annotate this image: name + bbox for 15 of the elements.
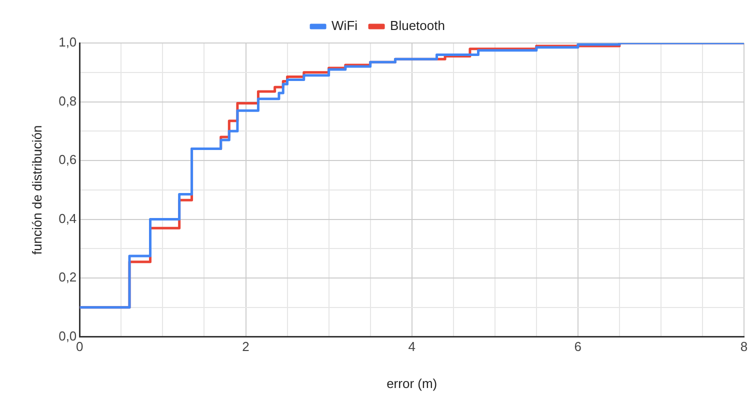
y-tick-label: 0,4 [58,210,77,226]
x-tick-label: 6 [574,339,582,354]
y-tick-label: 0,2 [58,270,77,285]
legend-label: Bluetooth [390,18,445,34]
x-tick-label: 2 [242,339,250,354]
y-axis-title: función de distribución [29,125,44,255]
legend-label: WiFi [332,18,358,34]
y-tick-label: 0,0 [58,328,77,344]
x-tick-label: 8 [740,339,748,354]
x-axis-title: error (m) [386,376,438,391]
y-tick-label: 1,0 [58,34,77,50]
y-tick-label: 0,6 [58,152,77,168]
x-tick-label: 0 [76,339,84,354]
y-tick-label: 0,8 [58,93,77,108]
x-tick-label: 4 [408,339,416,354]
